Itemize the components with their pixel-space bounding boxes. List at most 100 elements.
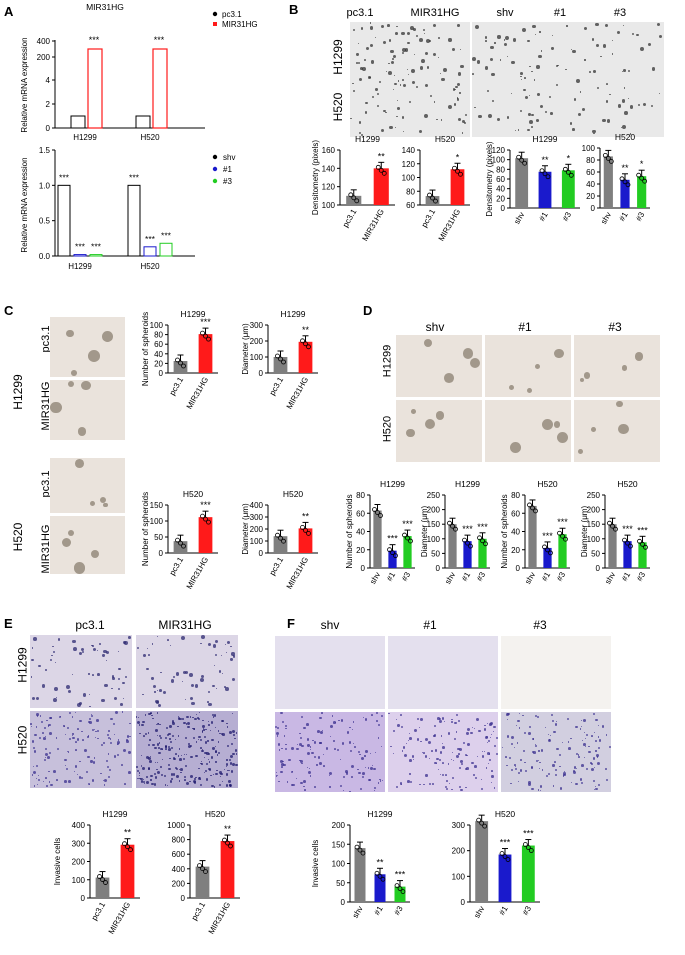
speckle — [108, 768, 112, 772]
y-tick-label: 200 — [587, 506, 601, 515]
speckle — [48, 770, 50, 772]
significance-stars: ** — [541, 155, 549, 165]
speckle — [510, 735, 514, 739]
speckle — [75, 749, 77, 751]
speckle — [456, 97, 458, 99]
y-tick-label: 100 — [150, 321, 164, 330]
data-point — [303, 341, 308, 347]
speckle — [218, 783, 222, 786]
x-tick-label: shv — [523, 571, 537, 586]
speckle — [128, 770, 131, 774]
speckle — [32, 766, 35, 768]
speckle — [385, 111, 387, 114]
speckle — [91, 644, 93, 646]
b-col-header: pc3.1 — [346, 7, 374, 19]
speckle — [66, 726, 69, 729]
data-point — [639, 175, 645, 181]
speckle — [175, 774, 179, 778]
bar — [298, 341, 313, 373]
speckle — [506, 718, 509, 721]
speckle — [138, 724, 141, 726]
speckle — [465, 754, 468, 757]
x-tick-label: H1299 — [73, 133, 97, 142]
data-point — [642, 178, 648, 184]
data-point — [505, 857, 511, 862]
speckle — [31, 658, 34, 662]
x-tick-label: shv — [512, 211, 526, 226]
speckle — [109, 742, 112, 745]
chart-title: H520 — [615, 132, 636, 142]
y-tick-label: 1000 — [167, 821, 185, 830]
speckle — [359, 787, 362, 791]
speckle — [225, 652, 228, 654]
data-point — [458, 171, 463, 177]
speckle — [534, 79, 536, 81]
data-point — [357, 847, 363, 853]
speckle — [63, 725, 65, 727]
speckle — [160, 671, 162, 674]
speckle — [539, 761, 541, 764]
speckle — [205, 728, 207, 731]
speckle — [208, 758, 210, 760]
speckle — [322, 729, 324, 731]
speckle — [658, 34, 663, 39]
speckle — [126, 739, 128, 741]
speckle — [383, 110, 386, 113]
speckle — [74, 562, 86, 574]
speckle — [636, 34, 639, 37]
speckle — [358, 43, 360, 45]
speckle — [165, 747, 168, 750]
speckle — [651, 66, 656, 71]
speckle — [392, 752, 395, 754]
data-point — [430, 195, 435, 201]
speckle — [169, 738, 171, 740]
speckle — [158, 703, 162, 707]
speckle — [540, 50, 543, 52]
speckle — [474, 106, 476, 109]
speckle — [72, 673, 74, 675]
speckle — [54, 687, 59, 691]
data-point — [348, 192, 354, 198]
y-tick-label: 200 — [37, 53, 51, 62]
speckle — [156, 712, 159, 715]
bar — [95, 877, 110, 898]
speckle — [200, 746, 203, 749]
speckle — [388, 62, 390, 64]
speckle — [594, 786, 596, 788]
y-tick-label: 300 — [250, 321, 264, 330]
speckle — [401, 47, 406, 52]
speckle — [156, 635, 159, 638]
speckle — [489, 737, 491, 739]
speckle — [471, 762, 474, 765]
speckle — [302, 780, 306, 784]
speckle — [388, 713, 390, 715]
y-tick-label: 2 — [46, 100, 51, 109]
data-point — [122, 841, 127, 847]
data-point — [200, 866, 205, 872]
data-point — [200, 330, 205, 336]
speckle — [356, 61, 358, 64]
speckle — [360, 757, 364, 760]
speckle — [155, 724, 158, 726]
speckle — [491, 781, 493, 783]
significance-stars: *** — [59, 172, 70, 182]
speckle — [52, 645, 54, 648]
speckle — [195, 713, 198, 716]
speckle — [187, 743, 190, 746]
speckle — [165, 745, 167, 748]
speckle — [284, 747, 287, 750]
speckle — [629, 133, 632, 136]
significance-stars: ** — [302, 325, 310, 335]
speckle — [295, 777, 298, 779]
speckle — [435, 411, 445, 420]
x-tick-label: shv — [472, 905, 486, 920]
speckle — [35, 726, 38, 728]
bar — [478, 538, 487, 568]
speckle — [50, 402, 62, 414]
data-point — [622, 537, 627, 543]
data-point — [560, 533, 565, 539]
significance-stars: *** — [622, 524, 633, 534]
speckle — [576, 767, 578, 769]
speckle — [207, 690, 210, 694]
speckle — [80, 776, 83, 780]
